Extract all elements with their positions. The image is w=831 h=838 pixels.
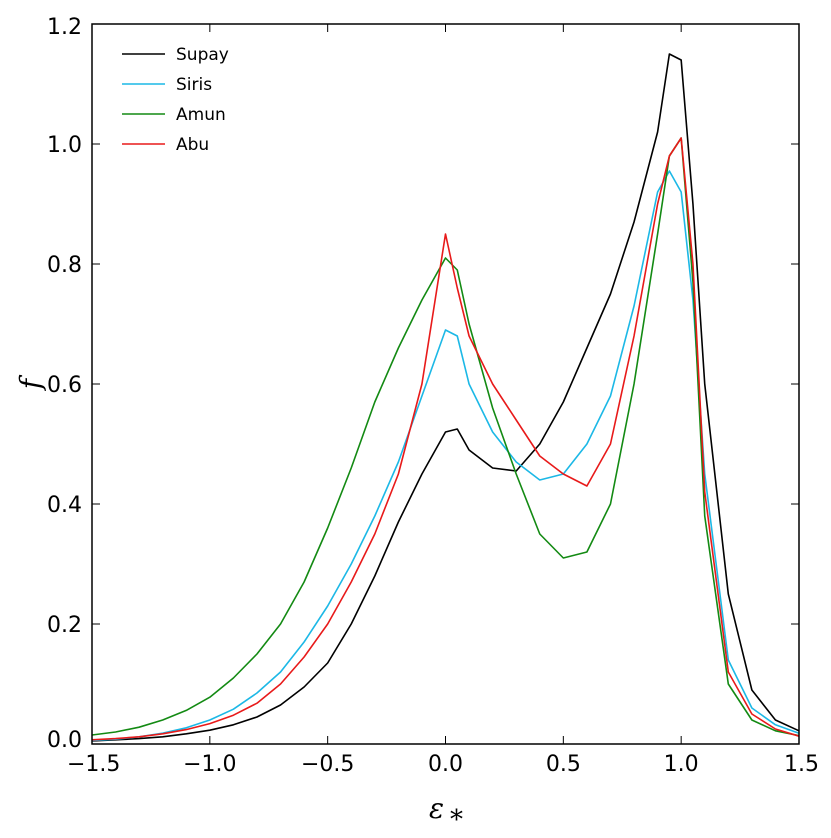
legend: Supay Siris Amun Abu <box>122 45 229 155</box>
x-tick-label: 0.0 <box>428 752 463 777</box>
y-tick-label: 0.4 <box>47 493 82 518</box>
legend-label-siris: Siris <box>176 75 212 95</box>
y-tick-label: 1.2 <box>47 15 82 40</box>
legend-label-amun: Amun <box>176 105 226 125</box>
legend-label-abu: Abu <box>176 135 209 155</box>
x-tick-label: 1.0 <box>664 752 699 777</box>
series-layer <box>91 53 800 742</box>
y-tick-label: 0.6 <box>47 373 82 398</box>
series-line-supay <box>91 53 800 742</box>
series-line-abu <box>91 137 800 741</box>
y-axis-label: f <box>14 374 47 391</box>
x-axis-label-subscript: * <box>450 805 463 835</box>
x-tick-label: 0.5 <box>546 752 581 777</box>
x-tick-labels: −1.5 −1.0 −0.5 0.0 0.5 1.0 1.5 <box>67 752 819 777</box>
y-tick-labels: 0.0 0.2 0.4 0.6 0.8 1.0 1.2 <box>47 15 82 753</box>
x-tick-label: 1.5 <box>784 752 819 777</box>
plot-area <box>92 24 799 744</box>
y-tick-label: 1.0 <box>47 133 82 158</box>
y-tick-label: 0.8 <box>47 253 82 278</box>
plot-frame <box>91 23 800 745</box>
y-tick-label: 0.0 <box>47 728 82 753</box>
legend-label-supay: Supay <box>176 45 229 65</box>
x-tick-label: −0.5 <box>301 752 354 777</box>
x-tick-label: −1.0 <box>183 752 236 777</box>
series-line-siris <box>91 170 800 742</box>
series-line-amun <box>91 137 800 737</box>
y-tick-label: 0.2 <box>47 613 82 638</box>
x-axis-label-main: ε <box>429 792 444 825</box>
x-axis-label: ε * <box>429 792 463 835</box>
x-tick-label: −1.5 <box>67 752 120 777</box>
